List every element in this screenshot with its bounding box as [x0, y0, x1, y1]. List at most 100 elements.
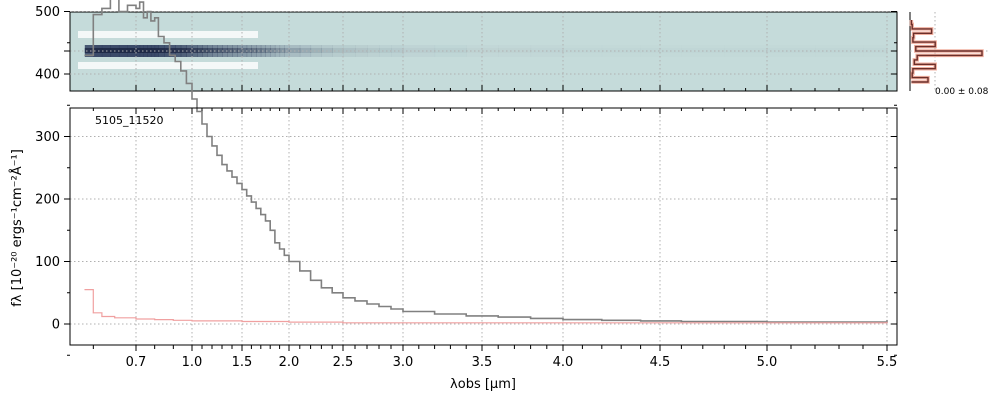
series-flux-point [279, 248, 281, 250]
x-axis-ticks: 0.7 1.0 1.5 2.0 2.5 3.0 3.5 4.0 4.5 5.0 5.5 [92, 108, 898, 370]
trace-segment [237, 45, 243, 57]
series-flux-point [142, 17, 145, 19]
trace-core-segment [207, 48, 213, 53]
trace-core-segment [147, 48, 152, 53]
trace-core-segment [227, 48, 233, 53]
1d-spectrum-grid [70, 11, 897, 345]
trace-core-segment [143, 48, 148, 53]
series-flux-point [255, 207, 257, 209]
trace-segment [227, 45, 233, 57]
series-error-point [481, 322, 483, 324]
2d-spectrum-grid [70, 12, 897, 91]
series-flux-point [288, 260, 290, 263]
y-tick-label: 300 [35, 130, 60, 145]
y-axis-ticks: 0100200300400500600 [35, 5, 897, 356]
series-flux-point [354, 300, 356, 302]
series-flux-point [216, 154, 218, 156]
series-flux-point [241, 189, 243, 191]
trace-core-segment [299, 48, 312, 53]
series-flux-point [118, 10, 120, 13]
series-flux-point [139, 1, 141, 3]
series-flux-point [84, 54, 86, 56]
trace-core-segment [222, 48, 228, 53]
y-tick-label: 0 [52, 318, 60, 333]
trace-segment [355, 45, 368, 57]
trace-core-segment [343, 48, 356, 53]
series-error-point [288, 321, 290, 323]
trace-core-segment [246, 48, 252, 53]
series-flux-point [342, 297, 344, 299]
series-flux-point [101, 7, 103, 9]
series-error-point [659, 322, 661, 324]
trace-core-segment [150, 48, 156, 53]
x-tick-label: 5.5 [877, 355, 898, 370]
x-tick-label: 1.5 [232, 355, 253, 370]
series-error-point [886, 321, 888, 323]
series-flux-point [562, 319, 564, 321]
series-flux-point [378, 305, 380, 308]
series-layer [84, 0, 888, 324]
series-flux-point [274, 242, 276, 244]
series-flux-point [169, 54, 171, 56]
series-error-line [84, 289, 888, 324]
series-flux-point [331, 292, 333, 294]
y-tick-label: 200 [35, 193, 60, 208]
series-flux-point [530, 317, 532, 319]
profile-panel: 0.00 ± 0.08 [909, 12, 990, 97]
x-tick-label: 4.0 [553, 355, 574, 370]
trace-segment [343, 45, 356, 57]
series-flux-point [201, 123, 203, 125]
series-flux-point [366, 303, 368, 305]
series-flux-point [226, 170, 228, 172]
series-flux-point [211, 145, 213, 147]
series-error-point [92, 312, 94, 314]
trace-segment [222, 45, 228, 57]
2d-spectrum-upper-band [78, 31, 258, 38]
x-axis-label: λobs [μm] [450, 377, 516, 392]
series-error-point [191, 320, 193, 322]
series-flux-point [206, 135, 208, 138]
series-flux-point [310, 279, 312, 281]
trace-core-segment [202, 48, 208, 53]
series-flux-point [601, 319, 603, 321]
series-flux-point [236, 182, 238, 184]
1d-spectrum-frame [69, 107, 898, 346]
trace-core-segment [217, 48, 223, 53]
2d-spectrum-lower-band [78, 62, 258, 69]
trace-core-segment [197, 48, 203, 53]
series-flux-point [92, 14, 94, 16]
series-flux-point [221, 164, 223, 166]
x-tick-label: 4.5 [650, 355, 671, 370]
trace-core-segment [127, 48, 137, 53]
trace-segment [391, 45, 404, 57]
series-flux-point [191, 98, 193, 100]
y-axis-label: fλ [10⁻²⁰ ergs⁻¹cm⁻²Å⁻¹] [9, 149, 25, 307]
x-tick-label: 3.5 [472, 355, 493, 370]
series-flux-point [680, 320, 683, 323]
series-error-point [766, 322, 768, 324]
series-flux-point [174, 60, 176, 63]
trace-core-segment [310, 48, 322, 53]
series-error-point [402, 322, 404, 324]
series-flux-point [320, 287, 322, 289]
trace-segment [379, 45, 392, 57]
series-flux-point [260, 214, 262, 216]
series-flux-point [163, 42, 165, 44]
trace-segment [367, 45, 380, 57]
series-flux-point [390, 308, 392, 310]
series-flux-point [250, 201, 252, 203]
trace-core-segment [180, 48, 187, 53]
series-flux-line [84, 0, 888, 323]
x-tick-label: 3.0 [393, 355, 414, 370]
series-error-point [114, 317, 116, 319]
series-flux-point [402, 310, 404, 313]
y-tick-label: 500 [35, 5, 60, 20]
trace-segment [242, 45, 248, 57]
series-flux-point [434, 313, 436, 315]
series-flux-point [150, 20, 152, 22]
trace-core-segment [332, 48, 344, 53]
series-flux-point [465, 315, 467, 317]
series-flux-point [180, 70, 182, 72]
profile-curve [909, 20, 984, 84]
